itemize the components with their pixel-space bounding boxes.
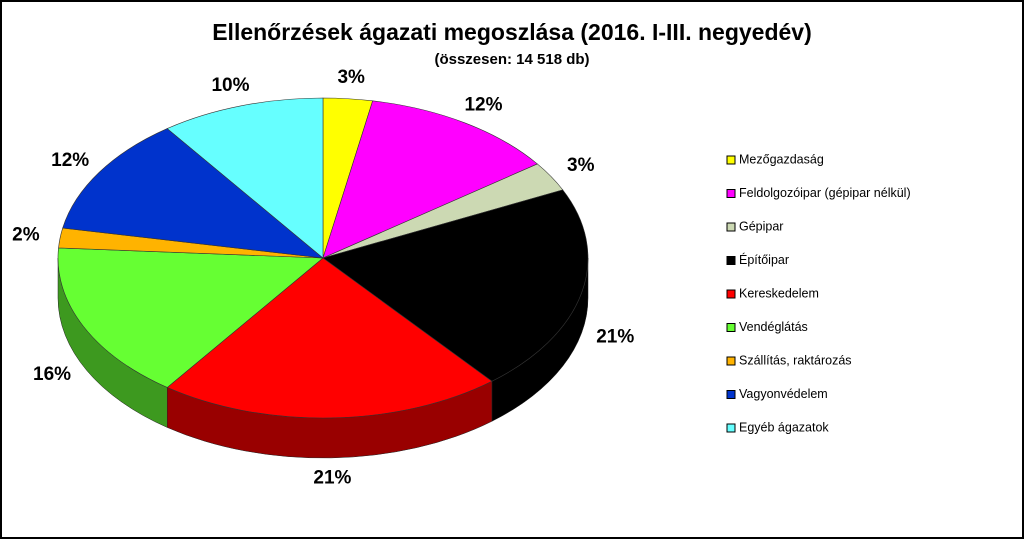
data-label: 10% — [211, 75, 249, 96]
legend: Mezőgazdaság Feldolgozóipar (gépipar nélk… — [726, 152, 911, 434]
legend-swatch — [726, 256, 736, 265]
legend-swatch — [726, 423, 736, 433]
chart-subtitle: (összesen: 14 518 db) — [434, 51, 589, 68]
legend-label: Feldolgozóipar (gépipar nélkül) — [739, 186, 911, 200]
data-label: 2% — [12, 224, 40, 245]
pie-tops — [57, 97, 589, 419]
data-label: 3% — [567, 155, 595, 176]
slice — [62, 128, 324, 259]
legend-label: Szállítás, raktározás — [739, 353, 852, 367]
legend-label: Építőipar — [739, 252, 789, 267]
legend-label: Kereskedelem — [739, 286, 819, 300]
slice — [322, 100, 538, 259]
legend-swatch — [726, 155, 736, 165]
legend-label: Egyéb ágazatok — [739, 420, 829, 434]
data-label: 21% — [313, 468, 351, 489]
slice — [57, 247, 324, 388]
pie-labels: 3% 12% 3% 21% 21% 16% 2% 12% 10% — [12, 67, 634, 489]
legend-swatch — [726, 323, 736, 332]
legend-swatch — [726, 289, 736, 299]
legend-swatch — [726, 222, 736, 232]
data-label: 16% — [33, 364, 71, 385]
legend-swatch — [726, 356, 736, 366]
slice — [166, 257, 493, 419]
legend-label: Vendéglátás — [739, 320, 808, 334]
slice — [166, 97, 324, 259]
data-label: 12% — [464, 94, 502, 115]
data-label: 21% — [596, 326, 634, 347]
legend-swatch — [726, 189, 736, 198]
chart-title: Ellenőrzések ágazati megoszlása (2016. I… — [212, 19, 812, 45]
data-label: 3% — [337, 67, 365, 88]
legend-swatch — [726, 390, 736, 399]
data-label: 12% — [51, 150, 89, 171]
pie-sides — [57, 257, 589, 459]
legend-label: Vagyonvédelem — [739, 387, 828, 401]
legend-label: Mezőgazdaság — [739, 152, 824, 166]
slice — [322, 189, 589, 382]
legend-label: Gépipar — [739, 219, 783, 233]
